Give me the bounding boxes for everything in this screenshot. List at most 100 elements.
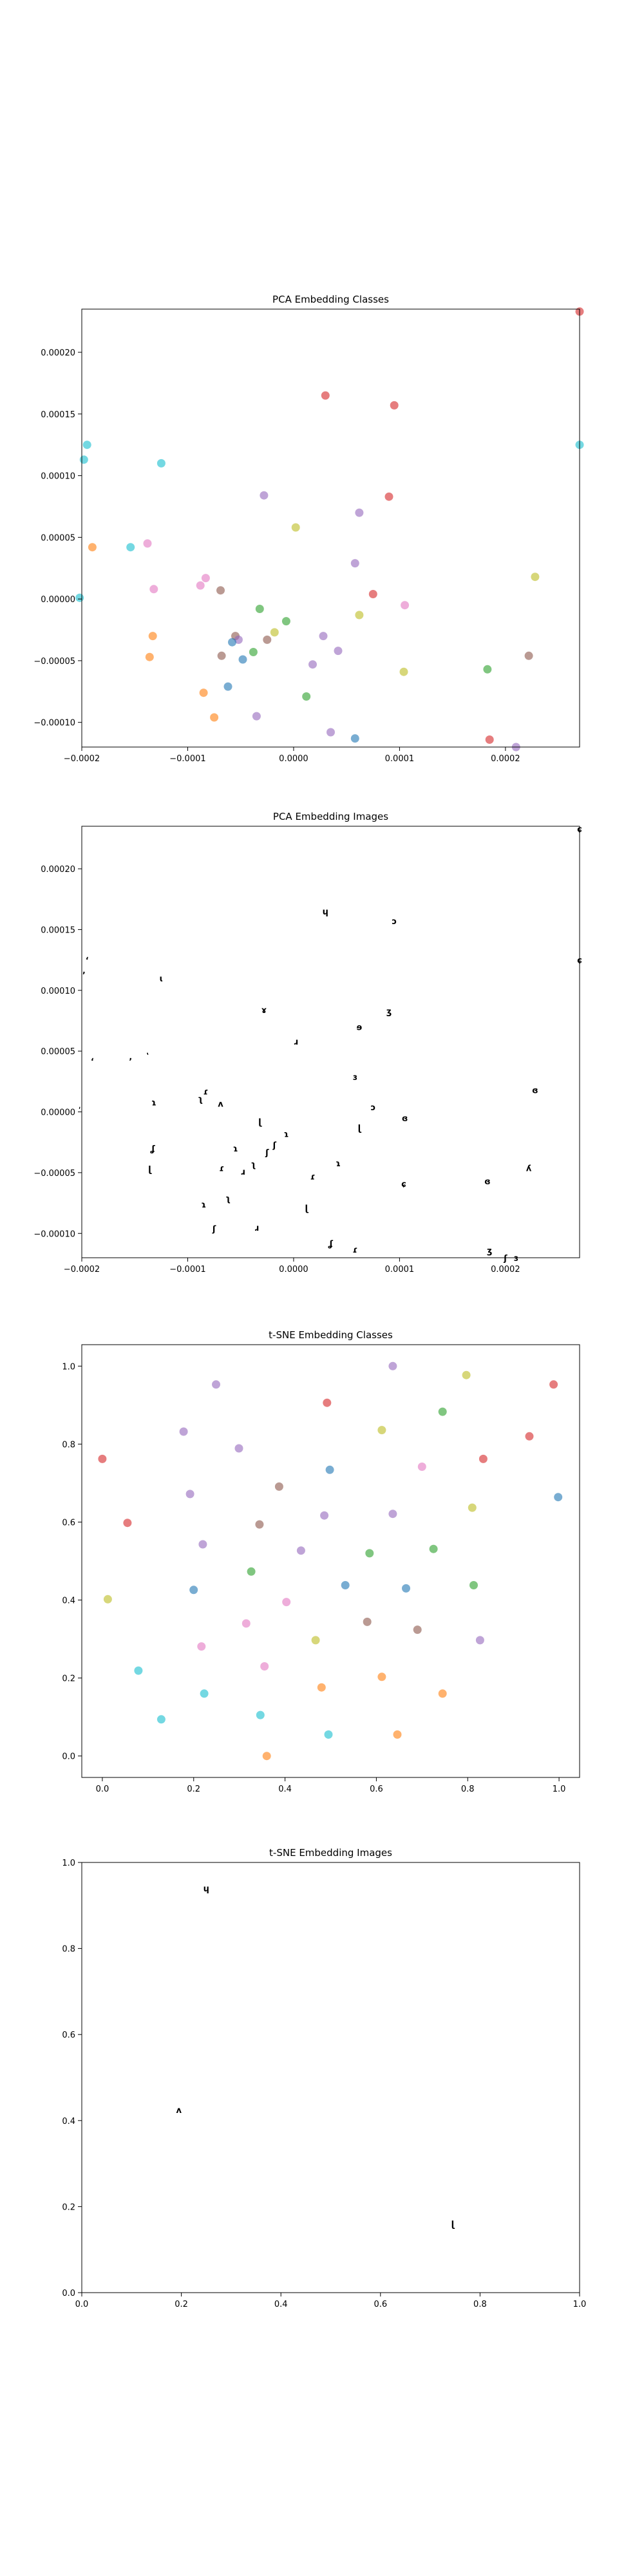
x-tick-label: 0.8 (473, 2300, 487, 2309)
data-point (255, 1520, 264, 1529)
data-point (377, 1426, 386, 1435)
data-point (242, 1619, 251, 1628)
image-marker: ɜ (514, 1254, 518, 1264)
data-point (103, 1595, 112, 1604)
image-marker: ʌ (218, 1099, 223, 1109)
axes-frame (81, 826, 580, 1258)
image-marker: ɹ (254, 1224, 259, 1233)
data-point (384, 492, 393, 501)
data-point (197, 1642, 206, 1651)
y-tick-label: 1.0 (62, 1859, 75, 1868)
x-tick-label: 0.4 (274, 2300, 288, 2309)
image-marker: ʻ (86, 956, 89, 966)
image-marker: ɕ (401, 1180, 406, 1189)
y-tick-label: −0.00005 (33, 657, 75, 667)
image-marker: ʃ (265, 1148, 269, 1158)
y-tick-label: 0.00015 (41, 410, 75, 420)
y-tick-label: 0.00005 (41, 1047, 75, 1057)
image-marker: ʒ (386, 1007, 392, 1017)
data-point (88, 543, 97, 552)
data-point (475, 1636, 484, 1645)
image-marker: ɭ (451, 2220, 455, 2230)
image-marker: ɾ (204, 1087, 209, 1097)
data-point (438, 1689, 447, 1698)
x-tick-label: 0.0000 (279, 1265, 308, 1274)
data-point (390, 401, 399, 410)
data-point (143, 539, 152, 548)
data-point (274, 1482, 283, 1491)
data-point (341, 1581, 350, 1589)
image-marker: ɹ (241, 1168, 245, 1177)
data-point (260, 491, 269, 500)
x-tick-label: 1.0 (573, 2300, 587, 2309)
data-point (249, 648, 258, 656)
chart-panel-4: t-SNE Embedding Images ɥ ʌ ɭ 0.0 0.2 0.4 0.6 0.8… (62, 1847, 586, 2309)
chart-title: PCA Embedding Classes (272, 294, 389, 305)
data-point (79, 455, 88, 464)
data-point (145, 652, 154, 661)
image-marker: ʅ (198, 1095, 203, 1104)
data-point (212, 1380, 220, 1389)
image-marker: ʅ (225, 1195, 231, 1204)
image-marker: ɿ (233, 1144, 238, 1154)
image-marker: ʆ (328, 1239, 334, 1249)
data-point (524, 651, 533, 660)
image-marker: ɭ (258, 1118, 262, 1128)
x-tick-label: 0.0001 (385, 754, 415, 764)
data-point (291, 523, 300, 532)
image-marker: ɜ (353, 1073, 357, 1083)
data-point (323, 1398, 332, 1407)
chart-panel-1: PCA Embedding Classes −0.0002 −0.0001 0.000… (33, 294, 584, 764)
y-tick-label: 0.2 (62, 1674, 75, 1684)
data-point (325, 1465, 334, 1474)
data-point (485, 735, 494, 744)
data-point (217, 651, 226, 660)
y-tick-label: 0.4 (62, 2117, 75, 2126)
data-point (388, 1361, 397, 1370)
data-point (223, 682, 232, 691)
image-marker: ɞ (532, 1086, 538, 1096)
data-point (196, 581, 205, 590)
x-tick-label: 0.2 (175, 2300, 188, 2309)
data-point (75, 593, 84, 602)
chart-panel-3: t-SNE Embedding Classes 0.0 0.2 0.4 0.6 0.8 1.… (62, 1329, 580, 1794)
y-tick-label: 0.00010 (41, 987, 75, 996)
y-tick-label: 0.00020 (41, 348, 75, 358)
data-point (531, 573, 540, 582)
x-tick-label: −0.0002 (64, 1265, 100, 1274)
data-point (200, 1689, 209, 1698)
plot-area (98, 1361, 563, 1761)
data-point (413, 1625, 422, 1634)
image-marker: ɔ (392, 917, 397, 927)
data-point (260, 1662, 269, 1671)
x-tick-label: 0.0002 (491, 754, 520, 764)
image-marker: ɿ (201, 1200, 206, 1210)
data-point (399, 667, 408, 676)
image-marker: ɾ (352, 1245, 357, 1255)
x-tick-label: 0.0000 (279, 754, 308, 764)
data-point (350, 734, 359, 743)
y-tick-label: 0.6 (62, 2031, 75, 2040)
data-point (216, 586, 225, 595)
image-marker: ɾ (310, 1173, 316, 1182)
image-marker: ɭ (305, 1204, 308, 1214)
data-point (238, 655, 247, 664)
data-point (82, 440, 91, 450)
plot-area: ɥ ʌ ɭ (176, 1884, 455, 2230)
data-point (201, 574, 210, 583)
x-tick-label: 0.4 (278, 1785, 292, 1794)
y-tick-label: 0.00005 (41, 533, 75, 543)
data-point (468, 1503, 477, 1512)
image-marker: ɥ (323, 907, 328, 917)
data-point (525, 1432, 534, 1441)
image-marker: ɘ (356, 1023, 362, 1032)
data-point (296, 1546, 305, 1555)
chart-title: PCA Embedding Images (273, 811, 388, 822)
image-marker: ʌ (176, 2106, 182, 2116)
data-point (363, 1617, 372, 1626)
data-point (320, 1511, 329, 1520)
data-point (270, 628, 279, 637)
data-point (393, 1730, 402, 1739)
image-marker: ɾ (219, 1164, 224, 1173)
image-marker: ɭ (148, 1165, 152, 1175)
